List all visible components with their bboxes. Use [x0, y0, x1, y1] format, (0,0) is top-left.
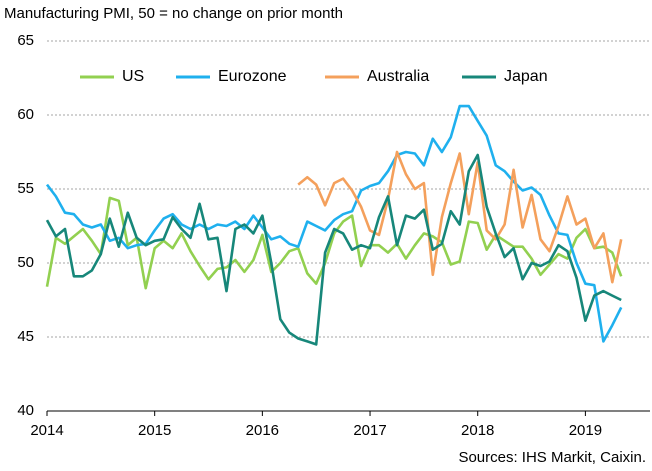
chart-title: Manufacturing PMI, 50 = no change on pri…: [4, 5, 343, 22]
series-line: [45, 153, 622, 346]
source-note: Sources: IHS Markit, Caixin.: [458, 449, 646, 466]
series-line: [297, 150, 623, 284]
y-tick-label: 55: [17, 180, 34, 197]
legend-label: US: [122, 68, 144, 85]
y-tick-label: 45: [17, 328, 34, 345]
y-tick-label: 40: [17, 402, 34, 419]
series-line: [45, 196, 623, 290]
x-tick-label: 2014: [30, 422, 63, 439]
x-tick-label: 2017: [353, 422, 386, 439]
x-tick-label: 2019: [569, 422, 602, 439]
y-tick-label: 60: [17, 106, 34, 123]
y-tick-label: 50: [17, 254, 34, 271]
legend-label: Japan: [504, 68, 548, 85]
x-tick-label: 2018: [461, 422, 494, 439]
y-tick-label: 65: [17, 32, 34, 49]
x-tick-label: 2015: [138, 422, 171, 439]
legend-label: Eurozone: [218, 68, 287, 85]
legend-label: Australia: [367, 68, 429, 85]
x-tick-label: 2016: [246, 422, 279, 439]
series-line: [45, 104, 623, 343]
